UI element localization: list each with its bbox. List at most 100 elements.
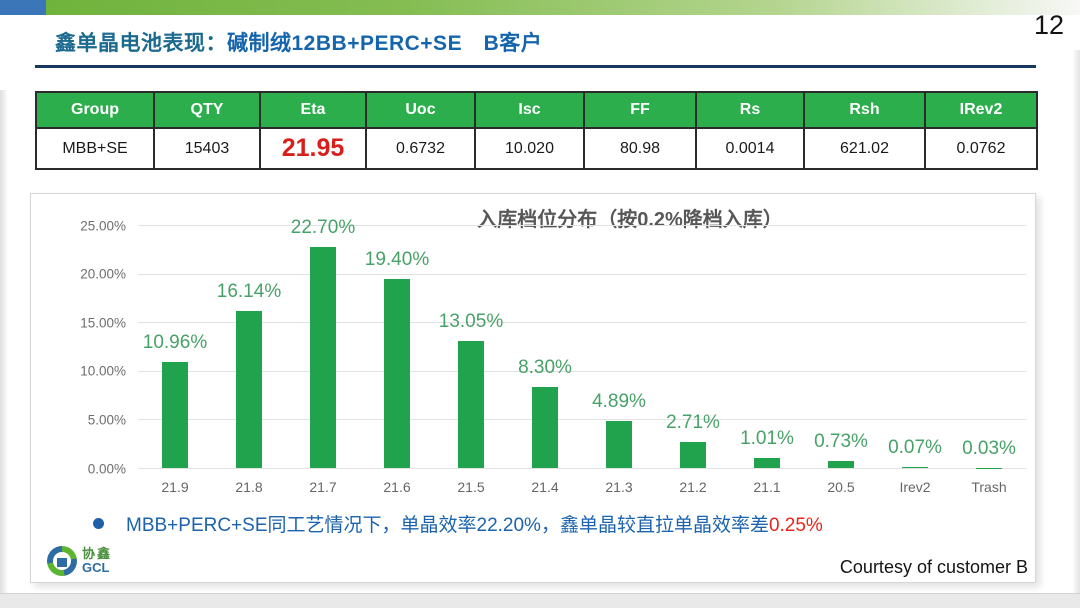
gridline: 20.00% — [80, 267, 1026, 282]
gcl-logo-text: 协鑫 GCL — [82, 547, 112, 574]
x-axis-tick: 20.5 — [827, 479, 855, 495]
x-axis-tick: 21.3 — [605, 479, 633, 495]
footnote-text-red: 0.25% — [768, 515, 823, 536]
bar-data-label: 1.01% — [740, 428, 794, 450]
gridline: 25.00% — [80, 218, 1026, 233]
x-axis-tick: 21.4 — [531, 479, 559, 495]
slide-title-prefix: 鑫单晶电池表现： — [55, 32, 227, 55]
x-axis-tick: Trash — [971, 479, 1007, 495]
courtesy-note: Courtesy of customer B — [839, 557, 1028, 577]
table-value-cell: 10.020 — [474, 127, 585, 170]
x-axis-tick: 21.2 — [679, 479, 707, 495]
y-axis-tick: 5.00% — [87, 412, 126, 428]
table-header-cell: Rs — [695, 91, 805, 129]
bar-data-label: 19.40% — [364, 249, 430, 271]
y-axis-tick: 20.00% — [80, 266, 126, 282]
table-header-cell: Eta — [259, 91, 367, 129]
slide-edge-right — [1073, 50, 1080, 594]
x-axis-tick: 21.5 — [457, 479, 485, 495]
x-axis-tick: 21.7 — [309, 479, 337, 495]
gridline: 0.00% — [88, 461, 1026, 476]
footnote-text-blue: MBB+PERC+SE同工艺情况下，单晶效率22.20%，鑫单晶较直拉单晶效率差 — [126, 515, 769, 536]
table-value-cell: 21.95 — [259, 127, 367, 170]
table-value-cell: 621.02 — [803, 127, 926, 170]
bar-slot: 0.03% Trash — [952, 225, 1026, 495]
bar — [828, 460, 854, 468]
bar — [236, 311, 262, 468]
bar — [310, 247, 336, 468]
plot-area: 25.00% 20.00% 15.00% 10.00% 5.00% 0.00% 10.96%… — [80, 217, 1026, 496]
bar-slot: 22.70% 21.7 — [286, 217, 360, 495]
bar-series: 10.96% 21.9 16.14% 21.8 22.70% 21.7 19.40% 21.6… — [138, 217, 1026, 496]
bar — [532, 387, 558, 468]
slide-title-main: 碱制绒12BB+PERC+SE B客户 — [227, 32, 543, 55]
x-axis-tick: 21.6 — [383, 479, 411, 495]
table-data-row: MBB+SE 15403 21.95 0.6732 10.020 80.98 0.0014 6… — [35, 127, 1038, 170]
bar — [754, 458, 780, 468]
table-header-cell: Isc — [474, 91, 585, 129]
bar-data-label: 2.71% — [666, 411, 720, 433]
table-value-cell: 80.98 — [583, 127, 697, 170]
y-axis-tick: 15.00% — [80, 315, 126, 331]
bar-slot: 19.40% 21.6 — [360, 225, 434, 495]
table-value-cell: 0.0762 — [924, 127, 1038, 170]
bar-slot: 1.01% 21.1 — [730, 225, 804, 495]
bar-slot: 16.14% 21.8 — [212, 225, 286, 495]
x-axis-tick: 21.8 — [235, 479, 263, 495]
bar — [384, 279, 410, 468]
bar-slot: 0.07% Irev2 — [878, 225, 952, 495]
bar-data-label: 8.30% — [518, 357, 572, 379]
table-value-cell: 0.6732 — [365, 127, 476, 170]
table-header-cell: QTY — [153, 91, 261, 129]
table-header-row: Group QTY Eta Uoc Isc FF Rs Rsh IRev2 — [35, 91, 1038, 129]
table-value-cell: 15403 — [153, 127, 261, 170]
table-header-cell: FF — [583, 91, 697, 129]
topbar-blue-accent — [0, 0, 46, 15]
bar — [162, 361, 188, 468]
bar-data-label: 10.96% — [142, 331, 208, 353]
bar-slot: 13.05% 21.5 — [434, 225, 508, 495]
gcl-logo: 协鑫 GCL — [47, 546, 112, 576]
bar-slot: 2.71% 21.2 — [656, 225, 730, 495]
bar-slot: 0.73% 20.5 — [804, 225, 878, 495]
table-value-cell: 0.0014 — [695, 127, 805, 170]
bar-slot: 8.30% 21.4 — [508, 225, 582, 495]
gridline: 15.00% — [80, 315, 1026, 330]
bar — [680, 441, 706, 468]
logo-english: GCL — [82, 560, 110, 575]
gridline: 10.00% — [80, 364, 1026, 379]
bar-data-label: 4.89% — [592, 390, 646, 412]
y-axis-tick: 25.00% — [80, 218, 126, 233]
bar — [458, 341, 484, 468]
logo-chinese: 协鑫 — [82, 546, 113, 562]
title-underline — [35, 65, 1036, 68]
bar-data-label: 16.14% — [216, 281, 282, 303]
bar-data-label: 0.03% — [962, 437, 1016, 459]
y-axis-tick: 10.00% — [80, 363, 126, 379]
x-axis-tick: Irev2 — [899, 479, 931, 495]
x-axis-tick: 21.1 — [753, 479, 781, 495]
bar — [606, 420, 632, 468]
table-value-cell: MBB+SE — [35, 127, 155, 170]
slide-edge-left — [0, 90, 7, 594]
topbar-green-gradient — [46, 0, 1080, 15]
bar-data-label: 0.73% — [814, 430, 868, 452]
table-header-cell: Group — [35, 91, 155, 129]
slide-edge-bottom — [0, 593, 1080, 608]
bar-data-label: 22.70% — [290, 217, 356, 239]
bar-data-label: 0.07% — [888, 437, 942, 459]
table-header-cell: Rsh — [803, 91, 926, 129]
page-number: 12 — [1033, 10, 1064, 40]
bar-data-label: 13.05% — [438, 311, 504, 333]
footnote-text: MBB+PERC+SE同工艺情况下，单晶效率22.20%，鑫单晶较直拉单晶效率差… — [126, 510, 823, 537]
slide-title: 鑫单晶电池表现：碱制绒12BB+PERC+SE B客户 — [55, 27, 542, 57]
gridline: 5.00% — [88, 412, 1026, 427]
summary-table: Group QTY Eta Uoc Isc FF Rs Rsh IRev2 MBB+SE 1540… — [35, 91, 1038, 170]
bar-slot: 10.96% 21.9 — [138, 225, 212, 496]
chart-panel: 入库档位分布（按0.2%降档入库） 25.00% 20.00% 15.00% 10.0… — [30, 193, 1036, 583]
table-header-cell: Uoc — [365, 91, 476, 129]
gcl-swirl-icon — [47, 546, 77, 576]
bullet-icon — [93, 518, 104, 529]
bar-slot: 4.89% 21.3 — [582, 225, 656, 496]
